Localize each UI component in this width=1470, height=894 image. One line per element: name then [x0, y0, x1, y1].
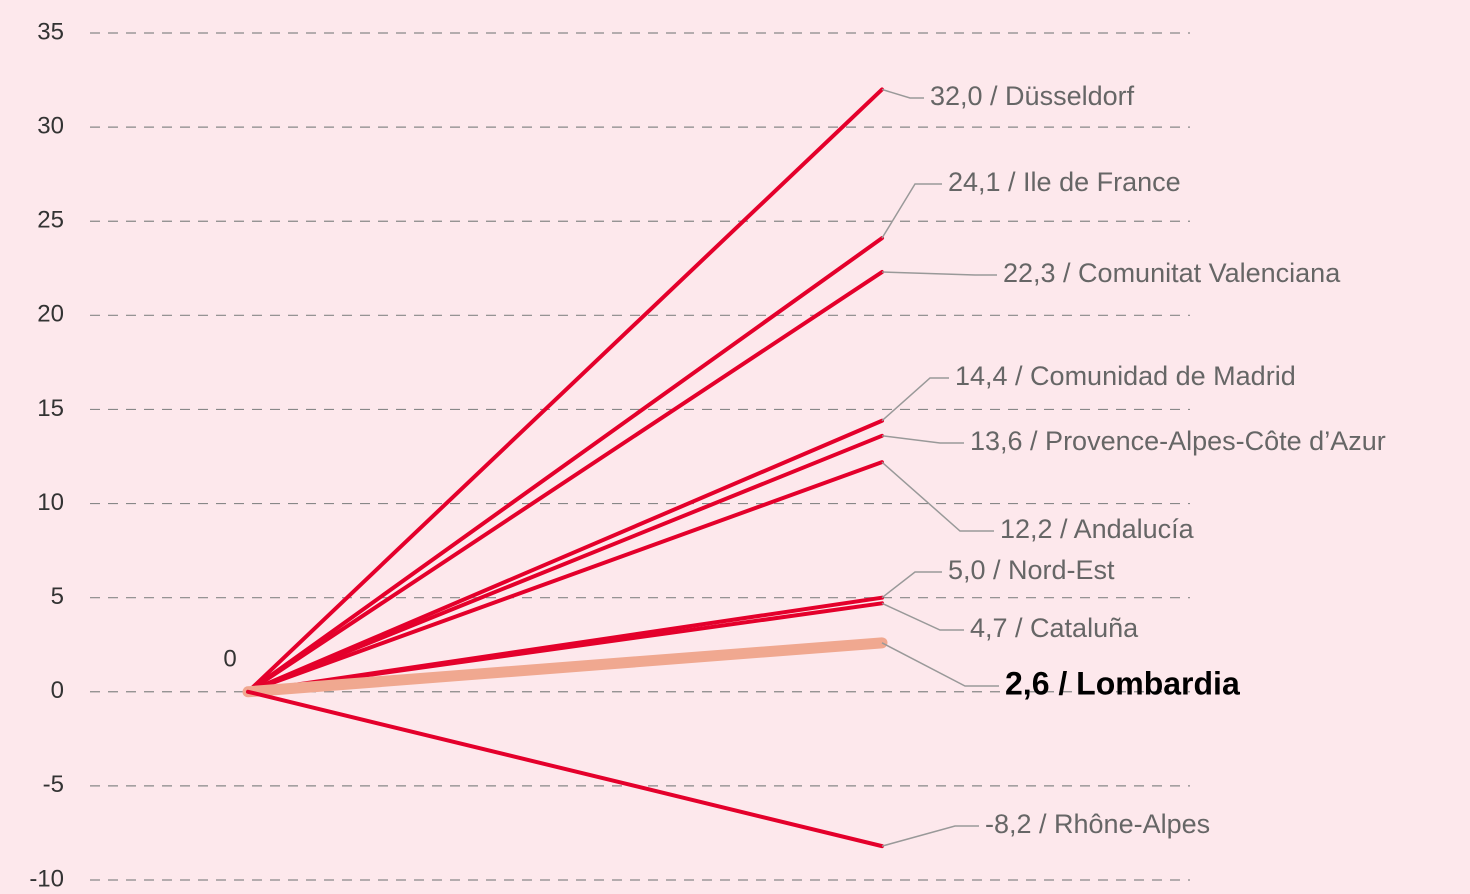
- series-line: [246, 418, 884, 694]
- leader-line: [881, 571, 942, 599]
- series-line: [246, 460, 884, 694]
- series-line: [246, 601, 884, 694]
- series-line: [246, 689, 884, 849]
- y-tick-label: 10: [37, 489, 64, 516]
- leader-line: [881, 435, 964, 444]
- y-tick-label: 5: [51, 583, 64, 610]
- series-line: [246, 87, 884, 694]
- leader-line: [881, 88, 924, 99]
- leader-line: [881, 461, 994, 532]
- value-label: 32,0 / Düsseldorf: [930, 81, 1135, 111]
- y-tick-label: 15: [37, 395, 64, 422]
- y-tick-label: 0: [51, 677, 64, 704]
- value-label: 4,7 / Cataluña: [970, 613, 1139, 643]
- series-line: [242, 637, 888, 698]
- series-line: [246, 270, 884, 694]
- origin-label: 0: [223, 645, 236, 672]
- value-label: 14,4 / Comunidad de Madrid: [955, 361, 1296, 391]
- value-label: 2,6 / Lombardia: [1005, 665, 1240, 701]
- y-tick-label: -5: [43, 771, 64, 798]
- leader-line: [881, 377, 949, 422]
- leader-line: [881, 642, 999, 687]
- leader-line: [881, 825, 979, 847]
- leader-line: [881, 271, 997, 276]
- y-tick-label: 20: [37, 301, 64, 328]
- leader-line: [881, 183, 942, 239]
- value-label: -8,2 / Rhône-Alpes: [985, 809, 1210, 839]
- series-line: [246, 433, 884, 694]
- series-line: [246, 236, 884, 694]
- value-label: 22,3 / Comunitat Valenciana: [1003, 258, 1341, 288]
- leader-line: [881, 602, 964, 631]
- value-label: 24,1 / Ile de France: [948, 167, 1181, 197]
- value-label: 13,6 / Provence-Alpes-Côte d’Azur: [970, 426, 1386, 456]
- y-tick-label: -10: [29, 865, 64, 892]
- value-label: 12,2 / Andalucía: [1000, 514, 1195, 544]
- value-label: 5,0 / Nord-Est: [948, 555, 1115, 585]
- y-tick-label: 25: [37, 207, 64, 234]
- y-tick-label: 35: [37, 18, 64, 45]
- y-tick-label: 30: [37, 112, 64, 139]
